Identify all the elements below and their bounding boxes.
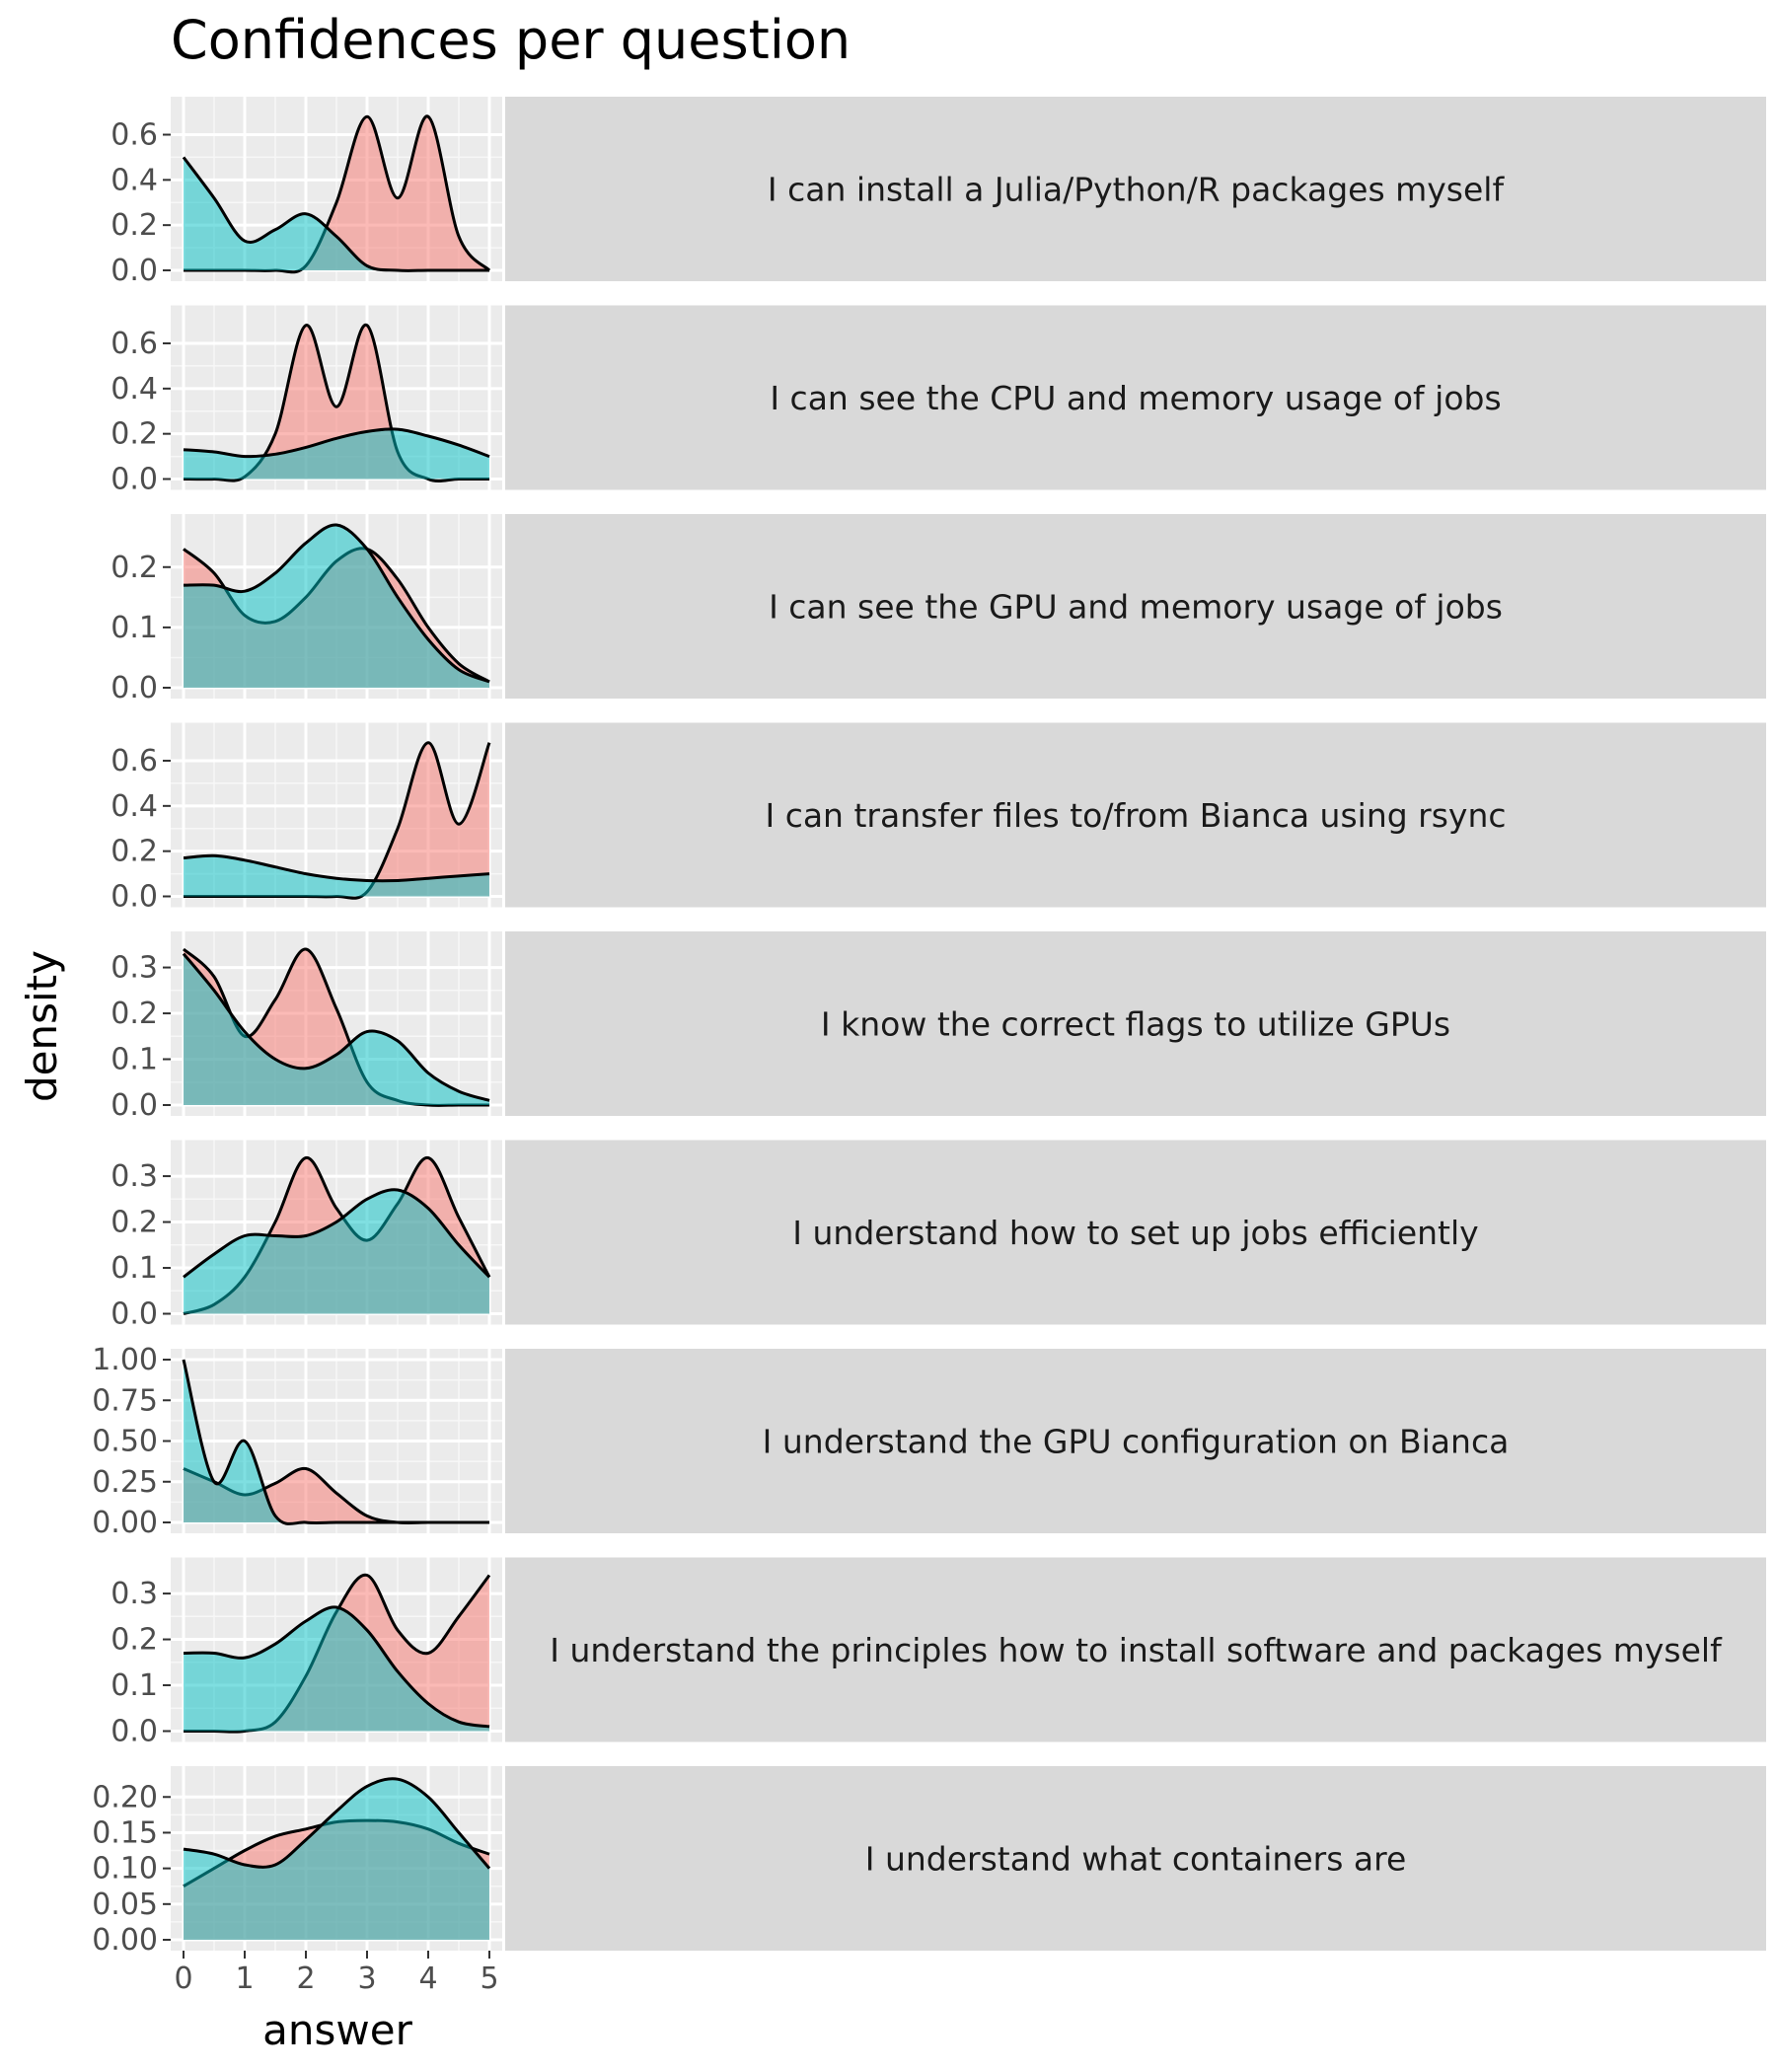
density-line-series-2	[182, 156, 489, 272]
strip-label: I understand the GPU configuration on Bi…	[763, 1423, 1510, 1461]
strip-label: I understand how to set up jobs efficien…	[792, 1214, 1478, 1252]
y-tick-label: 0.6	[111, 118, 158, 153]
density-line-series-2	[183, 1605, 490, 1729]
y-tick-label: 0.3	[111, 1577, 158, 1611]
y-tick-label: 0.3	[111, 951, 158, 986]
strip-background	[505, 931, 1766, 1116]
y-tick-label: 0.0	[111, 880, 158, 915]
y-tick-label: 0.1	[111, 1251, 158, 1286]
y-tick-label: 0.2	[111, 551, 158, 585]
strip-background	[505, 1557, 1766, 1742]
chart-title: Confidences per question	[171, 9, 851, 71]
y-tick-label: 0.0	[111, 671, 158, 705]
x-tick-label: 3	[357, 1961, 376, 1996]
density-line-series-2	[183, 523, 490, 684]
density-line-series-2	[183, 853, 490, 883]
y-tick-label: 0.00	[92, 1506, 158, 1540]
x-tick-label: 5	[480, 1961, 498, 1996]
y-tick-label: 0.75	[92, 1383, 158, 1418]
strip-label: I know the correct flags to utilize GPUs	[821, 1005, 1450, 1044]
density-area-series-2	[184, 1360, 489, 1524]
strip-label: I understand what containers are	[865, 1840, 1407, 1879]
density-area-series-2	[184, 1778, 489, 1940]
y-tick-label: 0.0	[111, 1715, 158, 1749]
density-area-series-2	[184, 1189, 489, 1314]
facet-2: 0.0 0.2 0.4 0.6 I can see the CPU and memory…	[111, 305, 1766, 497]
strip-background	[505, 1349, 1766, 1533]
facet-panels: 0.0 0.2 0.4 0.6 I can install a Julia/Python…	[92, 97, 1766, 1958]
y-tick-label: 0.0	[111, 1297, 158, 1332]
y-tick-label: 0.05	[92, 1887, 158, 1922]
x-tick-label: 4	[418, 1961, 437, 1996]
facet-5: 0.0 0.1 0.2 0.3 I know the correct flags to …	[111, 931, 1766, 1123]
density-line-series-2	[183, 1777, 491, 1870]
density-area-series-2	[184, 855, 489, 897]
strip-label: I can see the CPU and memory usage of jo…	[770, 379, 1501, 417]
y-tick-label: 0.4	[111, 163, 158, 197]
density-line-series-2	[182, 952, 490, 1102]
density-line-series-2	[182, 1359, 489, 1525]
y-tick-label: 0.3	[111, 1159, 158, 1194]
strip-background	[505, 1140, 1766, 1325]
y-tick-label: 0.2	[111, 208, 158, 243]
strip-label: I understand the principles how to insta…	[550, 1631, 1723, 1669]
x-axis: 0 1 2 3 4 5	[174, 1951, 499, 1996]
density-area-series-2	[184, 953, 489, 1105]
y-tick-label: 0.0	[111, 463, 158, 497]
y-tick-label: 0.6	[111, 327, 158, 361]
density-area-series-2	[184, 1606, 489, 1732]
y-tick-label: 0.1	[111, 611, 158, 645]
facet-8: 0.0 0.1 0.2 0.3 I understand the principles …	[111, 1557, 1766, 1749]
x-tick-label: 1	[235, 1961, 254, 1996]
y-tick-label: 0.4	[111, 789, 158, 824]
y-tick-label: 0.1	[111, 1043, 158, 1077]
y-tick-label: 0.6	[111, 744, 158, 778]
x-tick-label: 0	[174, 1961, 192, 1996]
y-tick-label: 0.2	[111, 1206, 158, 1240]
y-tick-label: 0.15	[92, 1815, 158, 1850]
strip-label: I can transfer files to/from Bianca usin…	[765, 796, 1506, 835]
strip-background	[505, 1766, 1766, 1951]
y-tick-label: 0.0	[111, 1088, 158, 1123]
density-line-series-2	[183, 427, 490, 459]
facet-7: 0.00 0.25 0.50 0.75 1.00 I understand the GPU…	[92, 1343, 1766, 1540]
y-tick-label: 0.20	[92, 1780, 158, 1814]
y-tick-label: 0.1	[111, 1668, 158, 1703]
y-axis-title: density	[18, 950, 66, 1102]
y-tick-label: 0.2	[111, 417, 158, 452]
strip-label: I can install a Julia/Python/R packages …	[768, 171, 1506, 209]
facet-6: 0.0 0.1 0.2 0.3 I understand how to set up j…	[111, 1140, 1766, 1332]
y-tick-label: 0.2	[111, 1623, 158, 1658]
y-tick-label: 0.2	[111, 997, 158, 1031]
facet-1: 0.0 0.2 0.4 0.6 I can install a Julia/Python…	[111, 97, 1766, 288]
x-axis-title: answer	[262, 2006, 412, 2054]
facet-9: 0.000.050.100.150.20 I understand what co…	[92, 1766, 1766, 1958]
x-tick-label: 2	[296, 1961, 315, 1996]
y-tick-label: 0.10	[92, 1852, 158, 1887]
y-tick-label: 0.2	[111, 835, 158, 869]
strip-background	[505, 97, 1766, 281]
y-tick-label: 0.0	[111, 254, 158, 288]
strip-label: I can see the GPU and memory usage of jo…	[769, 588, 1503, 627]
y-tick-label: 1.00	[92, 1343, 158, 1377]
density-area-series-2	[184, 524, 489, 688]
density-area-series-2	[184, 428, 489, 480]
strip-background	[505, 722, 1766, 908]
strip-background	[505, 514, 1766, 699]
strip-background	[505, 305, 1766, 490]
facet-4: 0.0 0.2 0.4 0.6 I can transfer files to/from…	[111, 722, 1766, 915]
y-tick-label: 0.4	[111, 372, 158, 407]
density-area-series-2	[184, 157, 489, 271]
y-tick-label: 0.50	[92, 1425, 158, 1459]
facet-3: 0.0 0.1 0.2 I can see the GPU and memory us…	[111, 514, 1766, 705]
density-line-series-2	[183, 1188, 491, 1279]
y-tick-label: 0.00	[92, 1923, 158, 1958]
y-tick-label: 0.25	[92, 1465, 158, 1500]
